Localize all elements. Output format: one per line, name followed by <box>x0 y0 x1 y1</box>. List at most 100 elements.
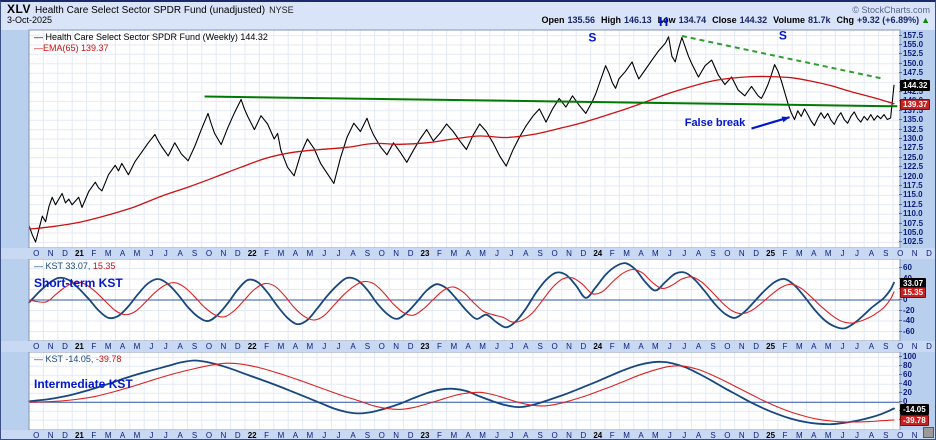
month-label: D <box>926 342 932 351</box>
year-label: 25 <box>766 431 776 440</box>
month-label: A <box>638 249 644 258</box>
month-label: N <box>911 342 918 351</box>
month-label: J <box>495 431 499 440</box>
price-value-box: 144.32 <box>900 80 931 92</box>
month-label: N <box>738 431 745 440</box>
y-axis-tick-price: 122.5 <box>898 162 924 172</box>
month-label: J <box>855 249 859 258</box>
month-label: D <box>580 342 587 351</box>
x-axis-strip: O N D 21 F M A M J J A S O N D 22 F M A M J J A S O N D 23 F M A M J J A S O… <box>1 341 935 352</box>
month-label: M <box>306 249 314 258</box>
month-label: S <box>191 431 198 440</box>
month-label: S <box>537 249 543 258</box>
short-kst-legend-main: — KST 33.07, <box>34 261 91 271</box>
y-axis-tick-kst_short: 0 <box>898 295 908 304</box>
month-label: N <box>393 342 400 351</box>
month-label: M <box>796 431 803 440</box>
year-label: 25 <box>766 342 776 351</box>
chart-header: XLV Health Care Select Sector SPDR Fund … <box>1 2 935 30</box>
month-label: A <box>177 342 183 351</box>
month-label: O <box>897 342 904 351</box>
month-label: D <box>407 342 414 351</box>
short-term-kst-label: Short-term KST <box>34 276 123 290</box>
month-label: N <box>393 249 400 258</box>
y-axis-tick-kst_intermediate: 60 <box>899 370 912 380</box>
copyright: © StockCharts.com <box>852 5 930 15</box>
y-axis-tick-price: 105.0 <box>898 227 924 237</box>
month-label: O <box>551 342 558 351</box>
month-label: A <box>177 431 183 440</box>
year-label: 25 <box>766 249 776 258</box>
kst_intermediate-signal-value-box: -39.78 <box>900 415 929 427</box>
month-label: S <box>710 431 716 440</box>
month-label: O <box>551 249 558 258</box>
month-label: F <box>436 431 442 440</box>
price-plot: H S S False break <box>28 14 901 248</box>
x-axis-strip: O N D 21 F M A M J J A S O N D 22 F M A M J J A S O N D 23 F M A M J J A S O… <box>1 248 935 259</box>
month-label: O <box>205 431 213 440</box>
month-label: A <box>811 342 817 351</box>
month-label: J <box>682 249 687 258</box>
month-label: A <box>465 249 471 258</box>
x-axis-strip: O N D 21 F M A M J J A S O N D 22 F M A M J J A S O N D 23 F M A M J J A S O… <box>1 430 935 440</box>
month-label: F <box>782 342 788 351</box>
y-axis-tick-price: 120.0 <box>898 171 924 181</box>
month-label: F <box>609 249 615 258</box>
month-label: J <box>163 431 168 440</box>
month-label: N <box>911 249 918 258</box>
month-label: D <box>926 249 932 258</box>
month-label: J <box>163 342 168 351</box>
month-label: S <box>537 431 543 440</box>
year-label: 23 <box>420 249 430 258</box>
y-axis-tick-price: 115.0 <box>899 190 923 200</box>
y-axis-tick-price: 157.5 <box>898 30 924 40</box>
month-label: S <box>364 249 371 258</box>
month-label: M <box>104 249 112 258</box>
month-label: F <box>782 431 788 440</box>
month-label: J <box>322 249 327 258</box>
month-label: J <box>336 342 341 351</box>
y-axis-tick-kst_intermediate: 20 <box>899 388 912 398</box>
month-label: A <box>292 342 299 351</box>
month-label: J <box>336 249 341 258</box>
month-label: J <box>682 431 687 440</box>
month-label: M <box>479 431 486 440</box>
y-axis-tick-price: 130.0 <box>898 134 924 143</box>
month-label: F <box>609 342 615 351</box>
month-label: F <box>609 431 615 440</box>
y-axis-tick-price: 125.0 <box>898 152 924 162</box>
chart-date: 3-Oct-2025 <box>7 15 53 25</box>
quote-label: Chg <box>836 15 855 25</box>
month-label: S <box>537 342 543 351</box>
month-label: M <box>104 342 112 351</box>
month-label: S <box>883 249 889 258</box>
month-label: D <box>234 431 241 440</box>
month-label: M <box>133 342 141 351</box>
month-label: N <box>47 249 54 258</box>
month-label: M <box>450 431 458 440</box>
month-label: M <box>623 431 630 440</box>
year-label: 21 <box>74 249 84 258</box>
price-legend: — Health Care Select Sector SPDR Fund (W… <box>34 32 268 42</box>
month-label: M <box>652 342 659 351</box>
month-label: N <box>738 249 745 258</box>
month-label: M <box>479 249 486 258</box>
month-label: J <box>509 431 514 440</box>
exchange-label: NYSE <box>269 5 294 15</box>
month-label: F <box>782 249 788 258</box>
year-label: 21 <box>74 342 84 351</box>
month-label: A <box>868 431 875 440</box>
month-label: A <box>523 431 529 440</box>
month-label: M <box>133 249 141 258</box>
quote-value: +9.32 (+6.89%) <box>857 15 920 25</box>
month-label: A <box>638 431 644 440</box>
month-label: O <box>33 249 40 258</box>
year-label: 22 <box>247 431 257 440</box>
month-label: M <box>306 342 314 351</box>
month-label: F <box>264 249 270 258</box>
month-label: A <box>695 249 702 258</box>
month-label: J <box>149 431 154 440</box>
month-label: D <box>407 431 414 440</box>
month-label: F <box>264 342 270 351</box>
